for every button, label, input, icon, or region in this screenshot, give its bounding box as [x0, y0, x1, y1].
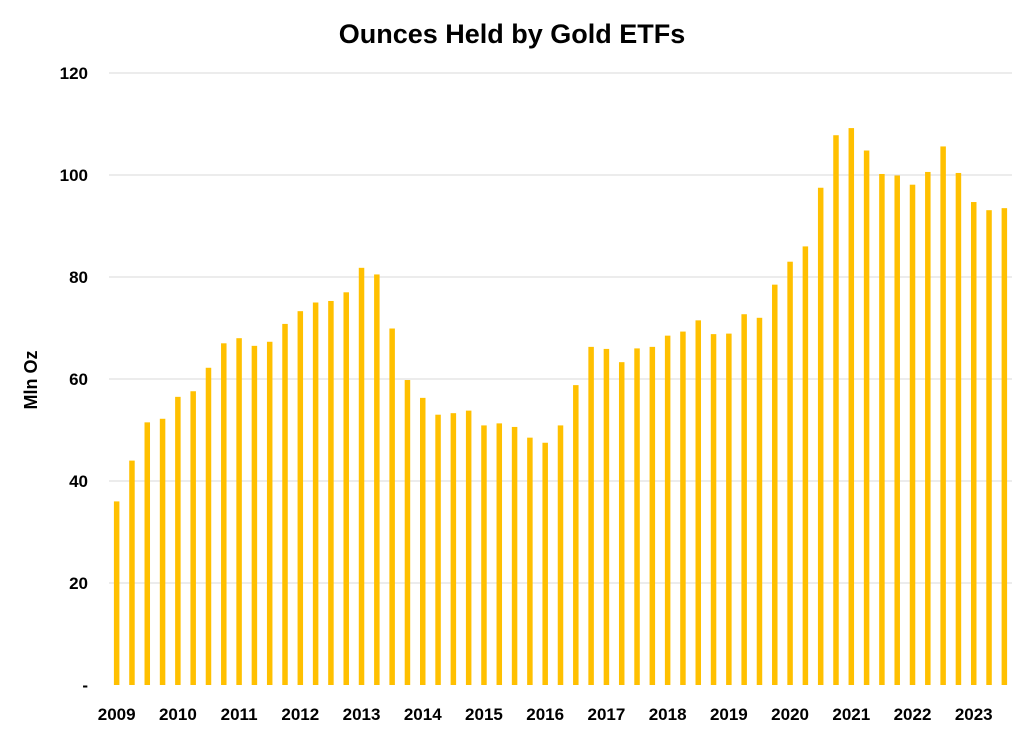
bar: [772, 284, 778, 685]
bar: [435, 414, 441, 685]
bar: [389, 328, 395, 685]
bar: [863, 150, 870, 685]
bar: [297, 311, 304, 685]
bar: [787, 261, 793, 685]
x-tick-label: 2012: [281, 705, 319, 724]
bar: [726, 333, 732, 685]
chart-title: Ounces Held by Gold ETFs: [339, 19, 686, 49]
bar: [940, 146, 946, 685]
bar: [266, 341, 273, 685]
bar: [634, 348, 640, 685]
bar: [710, 334, 717, 685]
bar: [1001, 208, 1008, 685]
bar: [404, 380, 411, 685]
bar: [159, 418, 166, 685]
bar: [588, 346, 594, 685]
bar: [664, 335, 671, 685]
bar: [986, 210, 992, 685]
bar: [236, 338, 242, 685]
bar: [358, 267, 365, 685]
bar: [879, 173, 885, 686]
bar: [695, 320, 701, 685]
bar: [557, 425, 564, 685]
bar: [465, 410, 472, 685]
bar: [175, 396, 181, 685]
bar: [190, 391, 196, 685]
x-tick-label: 2016: [526, 705, 564, 724]
x-tick-label: 2023: [955, 705, 993, 724]
y-tick-label: 20: [69, 574, 88, 593]
x-tick-label: 2011: [221, 705, 258, 724]
bar: [970, 202, 977, 685]
x-axis-ticks: 2009 2010 2011 2012 2013 2014 2015 2016 2017 2018…: [98, 705, 993, 724]
x-tick-label: 2010: [159, 705, 197, 724]
bar: [817, 187, 824, 685]
bar: [328, 300, 334, 685]
bar: [129, 460, 135, 685]
bar: [481, 425, 487, 685]
bar: [527, 437, 533, 685]
bar: [955, 172, 962, 685]
bar: [649, 346, 656, 685]
bar: [144, 422, 151, 685]
x-tick-label: 2014: [404, 705, 442, 724]
x-tick-label: 2009: [98, 705, 136, 724]
x-tick-label: 2020: [771, 705, 809, 724]
bar: [618, 362, 625, 685]
x-tick-label: 2019: [710, 705, 748, 724]
x-tick-label: 2021: [832, 705, 870, 724]
y-tick-label: -: [82, 676, 88, 695]
bar: [802, 246, 809, 685]
bar: [894, 175, 900, 685]
y-axis-ticks: - 20 40 60 80 100 120: [60, 64, 88, 695]
y-tick-label: 100: [60, 166, 88, 185]
bar: [113, 501, 120, 685]
y-tick-label: 120: [60, 64, 88, 83]
bar: [251, 345, 258, 685]
bar: [343, 292, 349, 685]
bar: [848, 128, 855, 685]
bar: [450, 413, 457, 685]
bar: [496, 423, 503, 685]
y-tick-label: 80: [69, 268, 88, 287]
bar: [603, 348, 610, 685]
x-tick-label: 2018: [649, 705, 687, 724]
bar: [221, 343, 227, 685]
y-tick-label: 60: [69, 370, 88, 389]
bar-series: [113, 128, 1008, 686]
bar: [542, 442, 548, 685]
bar: [741, 314, 747, 685]
bar: [573, 385, 579, 685]
y-tick-label: 40: [69, 472, 88, 491]
x-tick-label: 2013: [343, 705, 381, 724]
bar: [420, 397, 426, 685]
bar: [925, 171, 931, 685]
bar: [282, 323, 288, 685]
bar: [680, 331, 686, 685]
x-tick-label: 2015: [465, 705, 503, 724]
bar: [312, 302, 319, 685]
bar: [374, 274, 380, 685]
bar: [511, 426, 518, 685]
bar: [205, 367, 212, 685]
bar: [833, 135, 839, 686]
bar: [909, 184, 916, 685]
x-tick-label: 2017: [588, 705, 626, 724]
bar: [756, 317, 763, 685]
x-tick-label: 2022: [894, 705, 932, 724]
y-axis-label: Mln Oz: [21, 351, 41, 410]
